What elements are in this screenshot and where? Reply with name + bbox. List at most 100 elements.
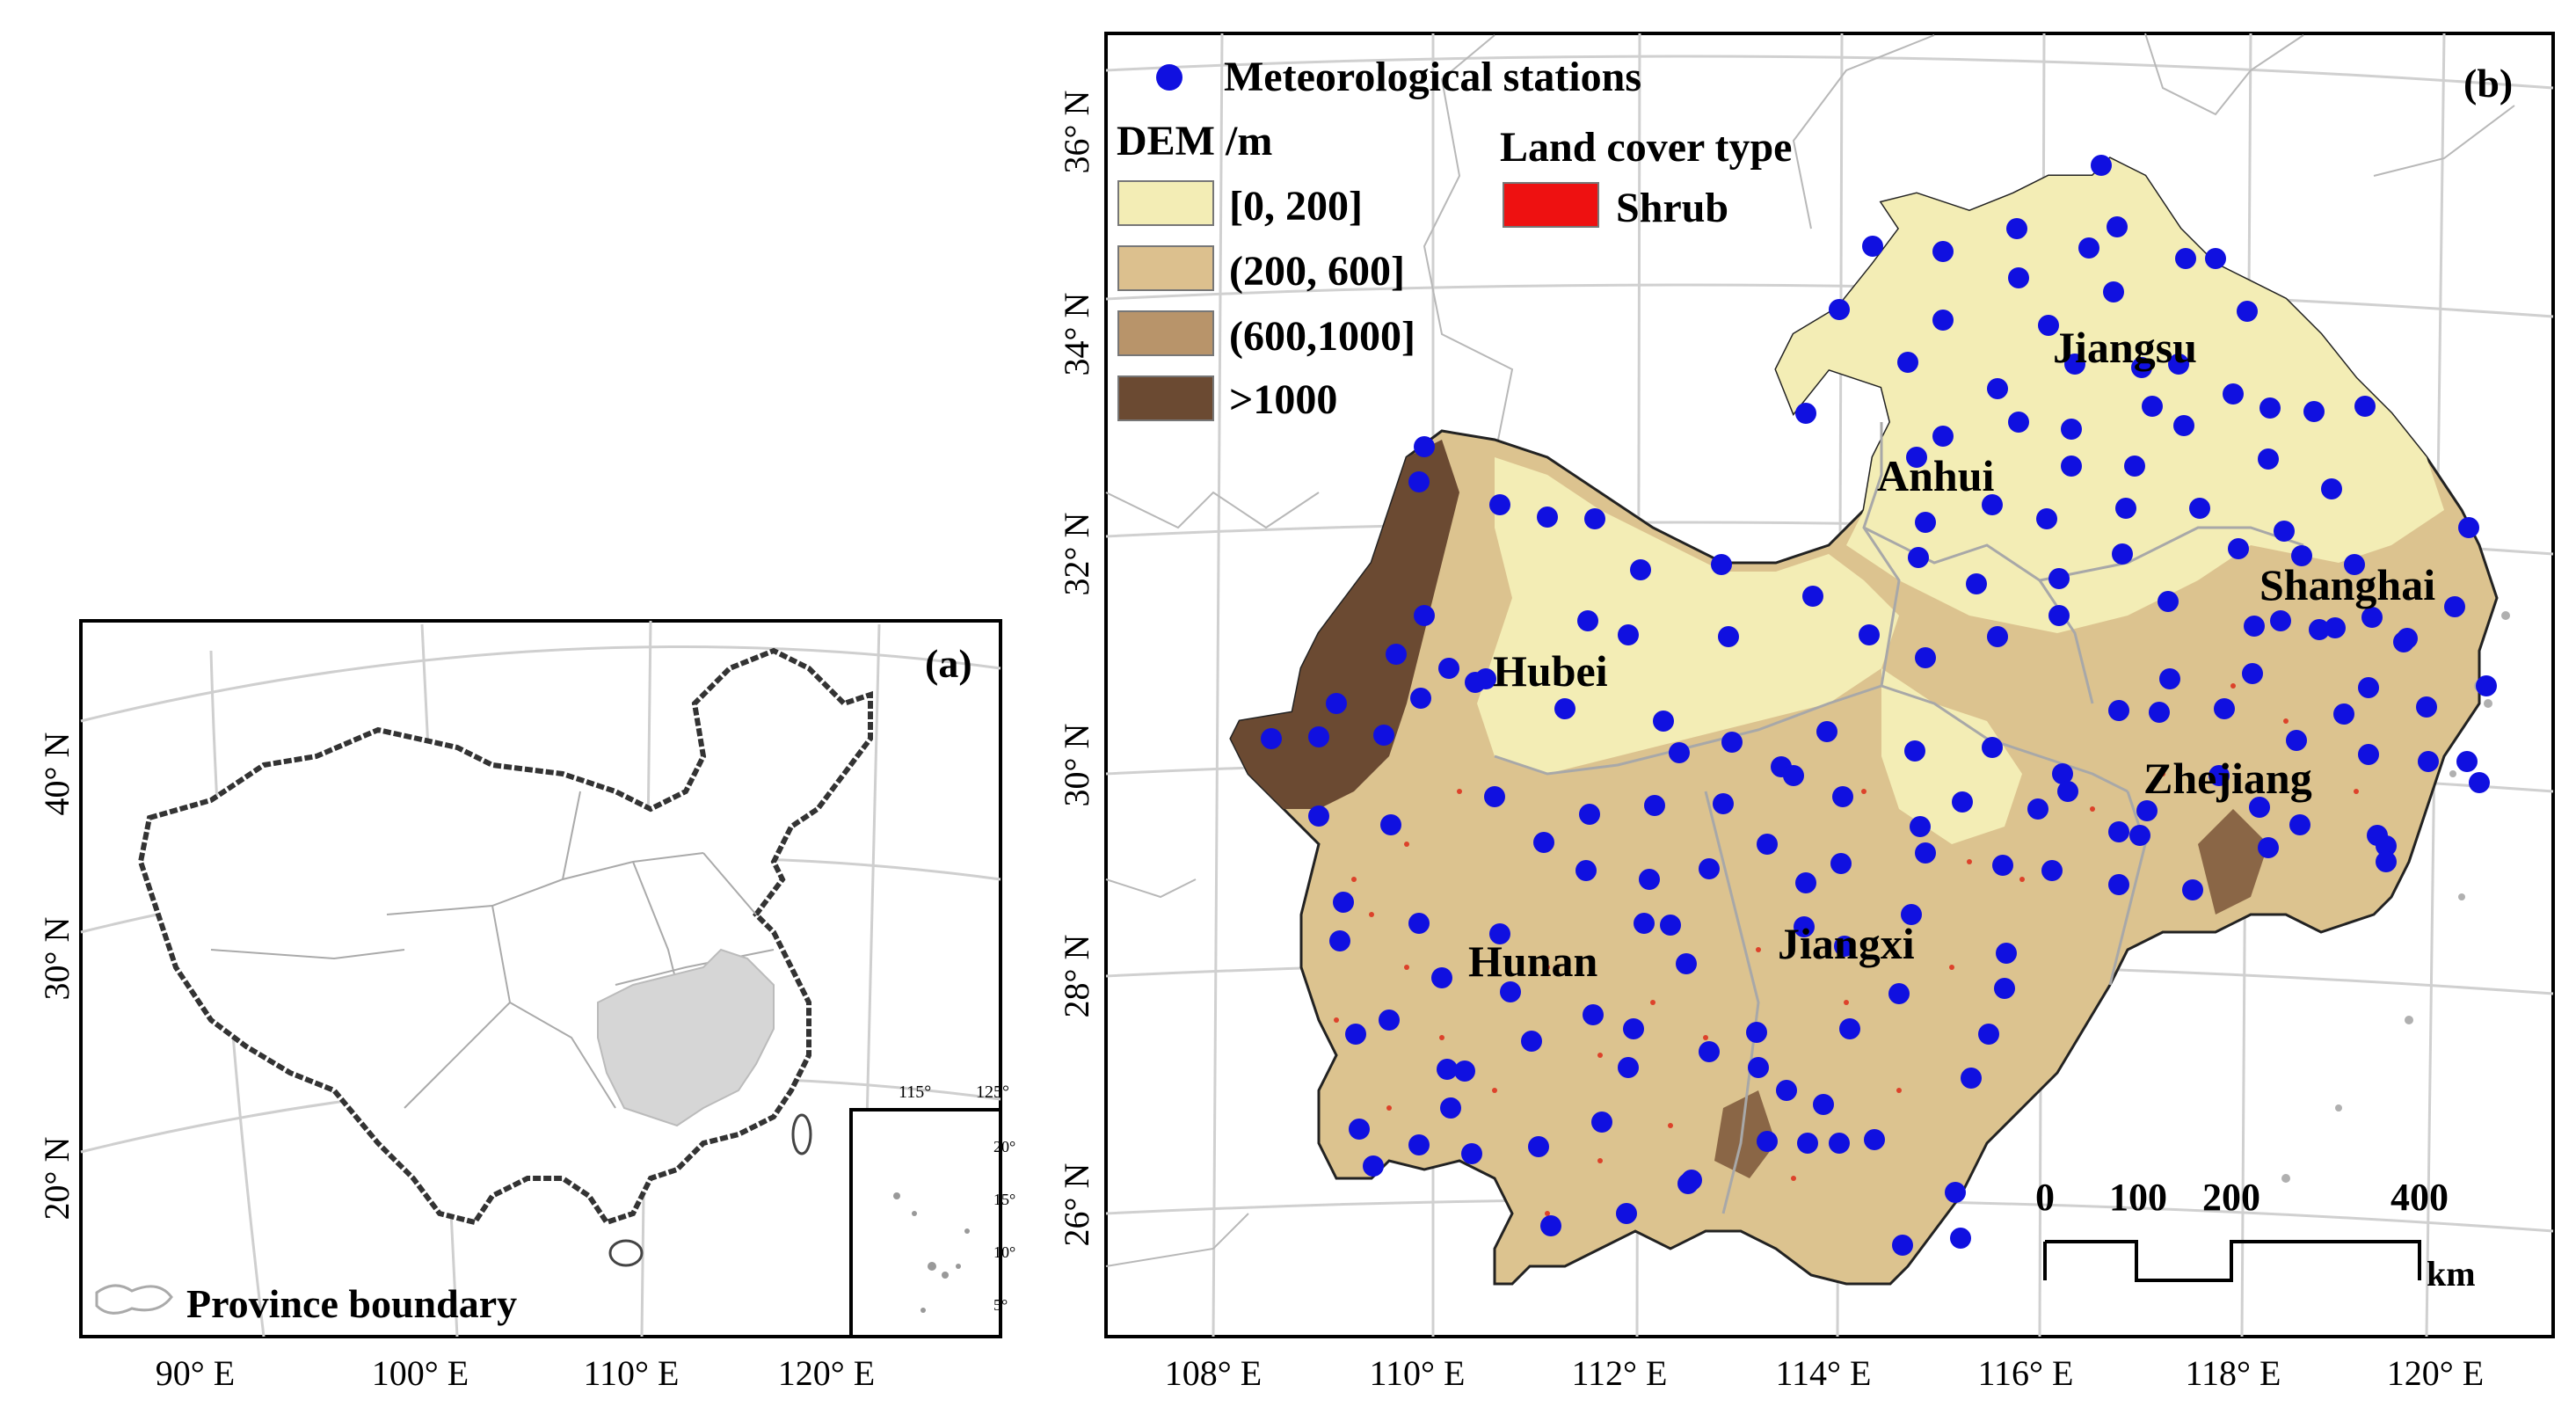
- scale-tick-0: 0: [2035, 1176, 2055, 1219]
- meteorological-station: [1901, 904, 1922, 925]
- province-label-shanghai: Shanghai: [2259, 560, 2435, 609]
- meteorological-station: [1794, 916, 1815, 937]
- plain-hubei: [1477, 457, 1899, 774]
- meteorological-station: [1410, 688, 1431, 709]
- meteorological-station: [1748, 1057, 1769, 1078]
- meteorological-station: [1699, 858, 1720, 879]
- meteorological-station: [2418, 751, 2439, 772]
- meteorological-station: [2376, 835, 2397, 856]
- meteorological-station: [2228, 538, 2249, 559]
- meteorological-station: [2303, 401, 2325, 422]
- panel-a-lat-20: 20° N: [37, 1137, 76, 1221]
- meteorological-station: [1634, 913, 1655, 934]
- meteorological-station: [1829, 1133, 1850, 1154]
- meteorological-station: [1489, 923, 1510, 944]
- meteorological-station: [2036, 508, 2057, 529]
- stations-layer: [1261, 155, 2497, 1256]
- meteorological-station: [2091, 155, 2112, 176]
- mountain-west: [1231, 440, 1459, 809]
- meteorological-station: [1584, 508, 1605, 529]
- inset-tick-15: 15°: [993, 1191, 1015, 1208]
- south-china-sea-inset: [849, 1108, 1002, 1338]
- meteorological-station: [2361, 607, 2383, 628]
- panel-b-outer-boundaries: [1105, 33, 2515, 1267]
- meteorological-station: [1308, 726, 1329, 747]
- panel-b-lon-114: 114° E: [1776, 1353, 1872, 1393]
- panel-b-lat-36: 36° N: [1057, 91, 1096, 174]
- inset-tick-20: 20°: [993, 1138, 1015, 1155]
- panel-a-lat-30: 30° N: [37, 917, 76, 1001]
- meteorological-station: [2358, 677, 2379, 698]
- meteorological-station: [1952, 791, 1973, 813]
- meteorological-station: [2182, 879, 2203, 900]
- meteorological-station: [2159, 668, 2180, 689]
- panel-b-lon-118: 118° E: [2186, 1353, 2281, 1393]
- meteorological-station: [1533, 832, 1554, 853]
- meteorological-station: [2205, 248, 2226, 269]
- meteorological-station: [1408, 913, 1430, 934]
- meteorological-station: [1521, 1031, 1542, 1052]
- meteorological-station: [1577, 610, 1598, 631]
- province-label-hubei: Hubei: [1493, 646, 1608, 696]
- meteorological-station: [2354, 396, 2376, 417]
- meteorological-station: [1677, 1173, 1699, 1194]
- meteorological-station: [1813, 1094, 1834, 1115]
- meteorological-station: [2249, 797, 2270, 818]
- meteorological-station: [1713, 793, 1734, 814]
- scale-tick-100: 100: [2109, 1176, 2167, 1219]
- meteorological-station: [1932, 426, 1954, 447]
- dem-swatch-0: [1117, 180, 1214, 226]
- meteorological-station: [2458, 517, 2479, 538]
- province-label-zhejiang: Zhejiang: [2143, 754, 2312, 803]
- panel-b-lon-112: 112° E: [1572, 1353, 1668, 1393]
- meteorological-station: [1461, 1143, 1482, 1164]
- meteorological-station: [2289, 814, 2310, 835]
- panel-a-tag: (a): [925, 641, 972, 686]
- meteorological-station: [1484, 786, 1505, 807]
- meteorological-station: [1308, 805, 1329, 827]
- dem-label-3: >1000: [1229, 376, 1337, 423]
- inset-tick-115: 115°: [899, 1082, 931, 1102]
- meteorological-station: [1859, 624, 1880, 645]
- meteorological-station: [1583, 1004, 1604, 1025]
- panel-b-lat-32: 32° N: [1057, 513, 1096, 596]
- meteorological-station: [1414, 605, 1435, 626]
- meteorological-station: [2108, 874, 2129, 895]
- meteorological-station: [1669, 742, 1690, 763]
- panel-a: 115° 125° 5° 10° 15° 20° (a) Province bo…: [37, 619, 1015, 1393]
- dem-label-1: (200, 600]: [1229, 248, 1405, 295]
- meteorological-station: [2223, 383, 2244, 405]
- meteorological-station: [2309, 619, 2330, 640]
- meteorological-station: [1829, 299, 1850, 320]
- meteorological-station: [1978, 1024, 1999, 1045]
- meteorological-station: [1579, 804, 1600, 825]
- meteorological-station: [2291, 545, 2312, 566]
- meteorological-station: [1910, 816, 1931, 837]
- meteorological-station: [2270, 610, 2291, 631]
- meteorological-station: [1864, 1129, 1885, 1150]
- meteorological-station: [2258, 448, 2279, 470]
- meteorological-station: [2175, 248, 2196, 269]
- meteorological-station: [1987, 378, 2008, 399]
- meteorological-station: [2321, 478, 2342, 499]
- meteorological-station: [2333, 703, 2354, 725]
- meteorological-station: [1892, 1235, 1913, 1256]
- meteorological-station: [2108, 700, 2129, 721]
- meteorological-station: [2136, 800, 2158, 821]
- panel-b-lon-110: 110° E: [1370, 1353, 1466, 1393]
- panel-b-lon-120: 120° E: [2387, 1353, 2484, 1393]
- meteorological-station: [2358, 744, 2379, 765]
- meteorological-station: [1718, 626, 1739, 647]
- plain-jiangsu-anhui: [1776, 158, 2444, 633]
- meteorological-station: [1537, 507, 1558, 528]
- mountain-zhejiang: [2198, 809, 2268, 915]
- province-boundary-legend-label: Province boundary: [186, 1281, 517, 1326]
- meteorological-station: [2189, 498, 2210, 519]
- meteorological-station: [1966, 573, 1987, 594]
- inset-tick-5: 5°: [993, 1296, 1008, 1314]
- panel-b-lat-26: 26° N: [1057, 1163, 1096, 1247]
- dem-swatch-3: [1117, 375, 1214, 421]
- meteorological-station: [1261, 728, 1282, 749]
- meteorological-station: [2469, 772, 2490, 793]
- meteorological-station: [1832, 786, 1853, 807]
